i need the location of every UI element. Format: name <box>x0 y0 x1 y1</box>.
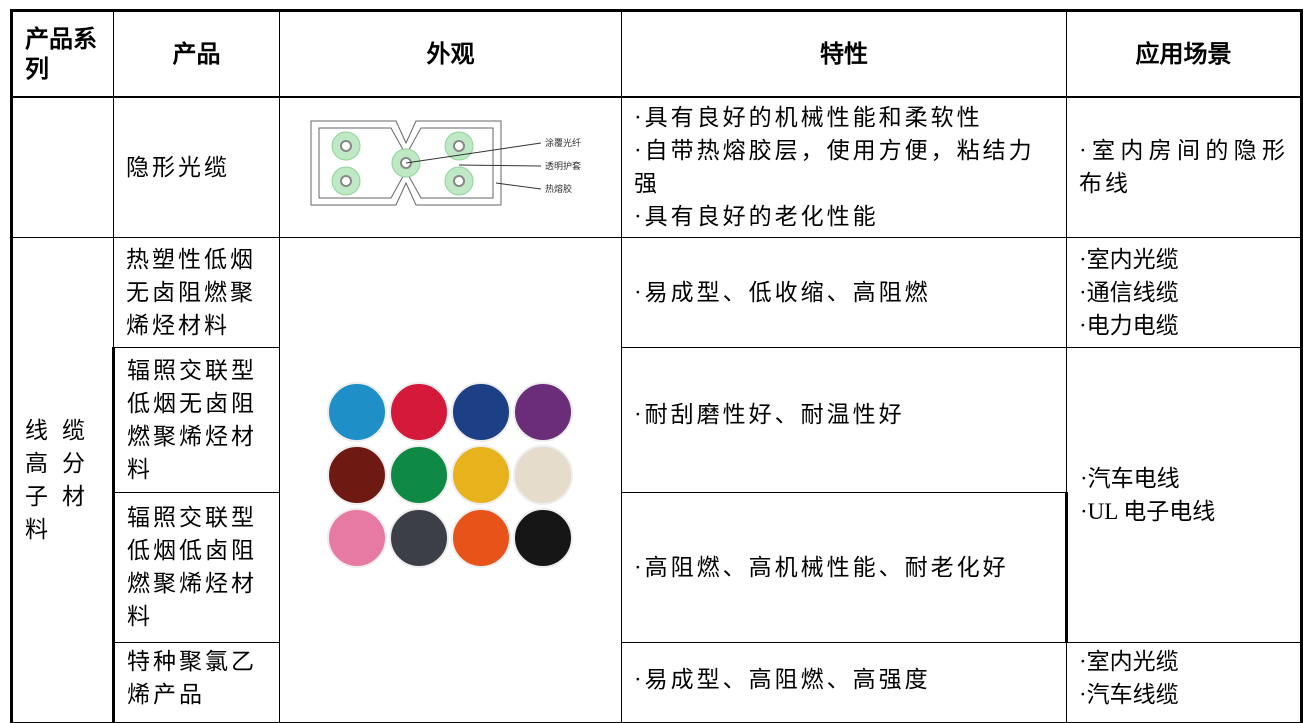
product-cell: 热塑性低烟无卤阻燃聚烯烃材料 <box>113 236 280 348</box>
applications-cell: ·室内房间的隐形布线 <box>1066 96 1303 238</box>
applications-cell: ·汽车电线 ·UL 电子电线 <box>1066 346 1303 643</box>
header-cell: 产品系列 <box>10 9 114 98</box>
product-cell: 特种聚氯乙烯产品 <box>112 641 280 723</box>
pellet-image <box>326 382 573 568</box>
series-cell <box>10 96 114 238</box>
diagram-label: 透明护套 <box>545 160 581 172</box>
features-cell: ·高阻燃、高机械性能、耐老化好 <box>621 491 1068 643</box>
features-cell: ·具有良好的机械性能和柔软性 ·自带热熔胶层，使用方便，粘结力强 ·具有良好的老… <box>621 96 1067 238</box>
product-cell: 辐照交联型低烟低卤阻燃聚烯烃材料 <box>112 491 280 643</box>
features-cell: ·易成型、高阻燃、高强度 <box>621 641 1067 723</box>
feature: ·耐刮磨性好、耐温性好 <box>634 401 905 427</box>
feature: ·具有良好的机械性能和柔软性 <box>634 105 983 131</box>
product-cell: 隐形光缆 <box>113 96 280 238</box>
row: 辐照交联型低烟低卤阻燃聚烯烃材料 ·高阻燃、高机械性能、耐老化好 <box>12 491 1302 643</box>
appearance-cell <box>279 236 622 723</box>
applications-cell: ·室内光缆 ·汽车线缆 <box>1066 641 1303 723</box>
application: ·室内光缆 <box>1079 648 1179 674</box>
header-cell: 外观 <box>279 9 622 98</box>
appearance-cell: 涂覆光纤 透明护套 热熔胶 <box>279 96 622 238</box>
feature: ·具有良好的老化性能 <box>634 204 879 230</box>
feature: ·易成型、低收缩、高阻燃 <box>634 279 931 305</box>
product-cell: 辐照交联型低烟无卤阻燃聚烯烃材料 <box>112 346 280 493</box>
cable-diagram: 涂覆光纤 透明护套 热熔胶 <box>310 120 581 206</box>
product-table: 产品系列 产品 外观 特性 应用场景 隐形光缆 涂覆光纤 透明护套 热熔胶 ·具… <box>10 9 1303 723</box>
row: 隐形光缆 涂覆光纤 透明护套 热熔胶 ·具有良好的机械性能和柔软性 ·自带热熔胶… <box>10 96 1303 238</box>
header-cell: 产品 <box>113 9 280 98</box>
feature: ·易成型、高阻燃、高强度 <box>634 666 931 692</box>
features-cell: ·耐刮磨性好、耐温性好 <box>621 346 1067 493</box>
application: ·汽车电线 <box>1080 465 1180 491</box>
diagram-label: 热熔胶 <box>545 183 572 195</box>
series-cell: 线缆高分子材料 <box>10 236 114 723</box>
diagram-label: 涂覆光纤 <box>545 137 581 149</box>
application: ·通信线缆 <box>1079 279 1179 305</box>
feature: ·自带热熔胶层，使用方便，粘结力强 <box>634 138 1035 197</box>
application: ·室内房间的隐形布线 <box>1079 138 1288 197</box>
feature: ·高阻燃、高机械性能、耐老化好 <box>634 554 1009 580</box>
row: 特种聚氯乙烯产品 ·易成型、高阻燃、高强度 ·室内光缆 ·汽车线缆 <box>12 641 1303 723</box>
application: ·UL 电子电线 <box>1080 498 1216 524</box>
header-row: 产品系列 产品 外观 特性 应用场景 <box>10 9 1303 98</box>
features-cell: ·易成型、低收缩、高阻燃 <box>621 236 1067 348</box>
header-cell: 应用场景 <box>1066 9 1303 98</box>
series-text: 线缆高分子材料 <box>25 417 91 542</box>
row: 线缆高分子材料 热塑性低烟无卤阻燃聚烯烃材料 ·易成型、低收缩、高阻燃 ·室内光… <box>10 236 1303 723</box>
application: ·汽车线缆 <box>1079 681 1179 707</box>
applications-cell: ·室内光缆 ·通信线缆 ·电力电缆 <box>1066 236 1303 348</box>
application: ·电力电缆 <box>1079 312 1179 338</box>
application: ·室内光缆 <box>1079 246 1179 272</box>
row: 辐照交联型低烟无卤阻燃聚烯烃材料 ·耐刮磨性好、耐温性好 ·汽车电线 ·UL 电… <box>12 346 1303 643</box>
header-cell: 特性 <box>621 9 1067 98</box>
